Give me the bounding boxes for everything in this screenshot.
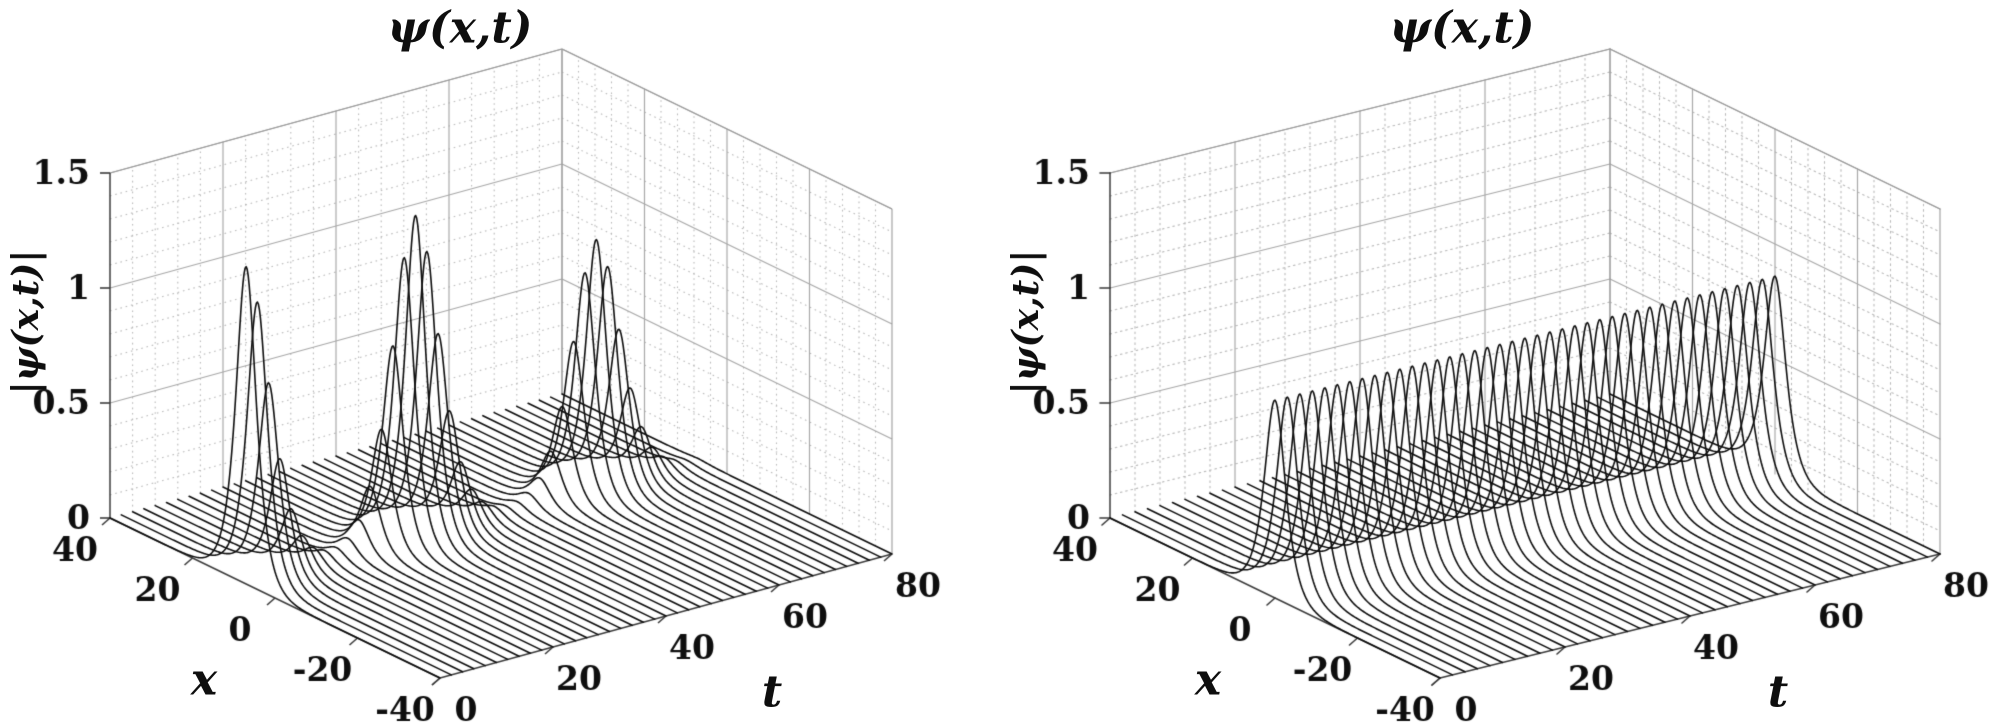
- plot-left-x-axis-label: x: [190, 654, 218, 706]
- plot-left-t-axis-label: t: [761, 666, 783, 718]
- plot-left-title: ψ(x,t): [387, 2, 533, 54]
- plot-right-title: ψ(x,t): [1389, 2, 1535, 54]
- plot-right-x-axis-label: x: [1194, 654, 1222, 706]
- plot-right-t-axis-label: t: [1767, 666, 1789, 718]
- plot-left-z-axis-label: |ψ(x,t)|: [5, 249, 47, 395]
- plot-right-z-axis-label: |ψ(x,t)|: [1005, 249, 1047, 395]
